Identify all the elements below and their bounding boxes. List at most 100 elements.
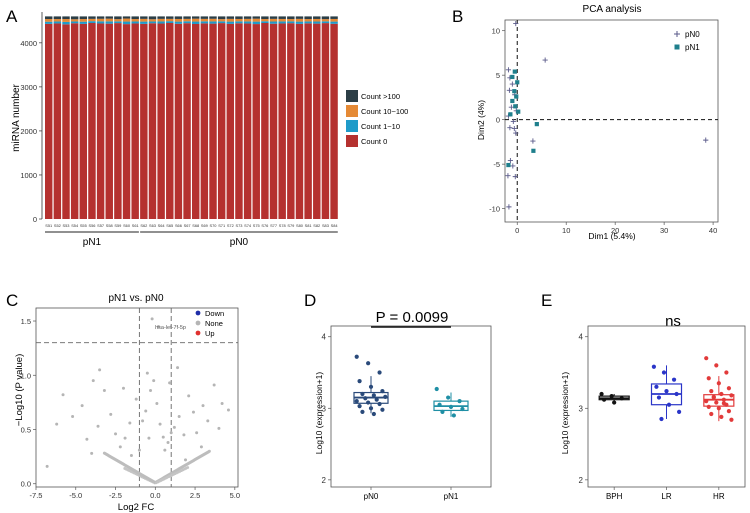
panel-a-bar-segment (79, 16, 88, 20)
panel-e-ytick-label: 4 (579, 333, 584, 342)
panel-c-point-none (166, 441, 170, 445)
panel-a-bar-segment (269, 16, 278, 19)
panel-d-data-point (383, 394, 388, 399)
panel-a-bar-segment (313, 16, 321, 19)
panel-a-ytick-label: 4000 (20, 39, 37, 48)
panel-e-data-point (714, 363, 719, 368)
panel-c-xtick-label: 2.5 (190, 491, 200, 500)
panel-c-point-none (156, 324, 160, 328)
panel-d-data-point (451, 413, 456, 418)
panel-a-bar-segment (174, 21, 183, 24)
panel-a-bar-segment (304, 21, 312, 24)
panel-a-bar-segment (183, 16, 191, 19)
panel-a-bar-segment (269, 21, 278, 24)
panel-a-bar-segment (243, 23, 252, 219)
panel-b-ytick-label: 5 (496, 71, 500, 80)
panel-c-point-none (226, 408, 230, 412)
panel-a-bar-segment (192, 18, 200, 22)
panel-a-bar-segment (252, 16, 260, 19)
panel-c-point-none (212, 383, 216, 387)
panel-e-data-point (714, 400, 719, 405)
panel-c-point-none (187, 394, 191, 398)
panel-a-bar-segment (148, 16, 157, 20)
panel-e-data-point (659, 416, 664, 422)
panel-a-bar-segment (217, 19, 226, 22)
panel-a-bar-segment (148, 23, 157, 219)
panel-e-data-point (704, 356, 709, 361)
panel-d-data-point (440, 409, 445, 414)
panel-d-data-point (363, 396, 368, 401)
panel-d-data-point (354, 354, 359, 359)
panel-c-point-none (220, 401, 224, 405)
panel-a-bar-segment (261, 19, 269, 22)
panel-a-xtick-label: S61 (132, 223, 139, 228)
panel-a-bar-segment (321, 23, 330, 219)
panel-a-legend-label: Count 1~10 (361, 122, 400, 131)
panel-a-xtick-label: S82 (313, 223, 320, 228)
panel-c-point-none (147, 436, 151, 440)
panel-a-bar-segment (243, 18, 252, 22)
panel-a-xtick-label: S59 (114, 223, 121, 228)
panel-e-data-point (721, 401, 726, 406)
panel-b-point-pn0 (509, 81, 515, 87)
panel-d-data-point (437, 402, 442, 407)
panel-a-bar-segment (235, 18, 243, 22)
panel-a-bar-segment (183, 21, 191, 24)
panel-a-bar-segment (235, 21, 243, 24)
panel-d-data-point (377, 401, 382, 407)
panel-a-legend-label: Count 0 (361, 137, 387, 146)
panel-a-bar-segment (192, 21, 200, 24)
panel-a-bar-segment (278, 23, 286, 219)
panel-b-legend-label: pN0 (685, 30, 700, 39)
panel-a-legend-swatch (346, 105, 358, 117)
panel-a-bar-segment (122, 21, 131, 25)
panel-c-xtick-label: -2.5 (109, 491, 122, 500)
panel-a-bar-segment (304, 23, 312, 220)
panel-a-bar-segment (88, 21, 96, 24)
panel-d-ytick-label: 4 (322, 333, 327, 342)
panel-a-bar-segment (131, 19, 139, 22)
panel-e-boxplot: Log10 (expression+1) ns 2 3 4 BPH LR HR (560, 313, 746, 501)
panel-a-group-label: pN1 (83, 237, 102, 248)
panel-a-bar-segment (287, 23, 295, 219)
panel-b-legend-marker (674, 44, 680, 50)
panel-a-xtick-label: S55 (80, 223, 87, 228)
panel-b-point-pn0 (530, 138, 536, 144)
panel-d-data-point (460, 406, 465, 412)
panel-c-ylabel: −Log10 (P value) (14, 354, 25, 426)
panel-a-bar-segment (252, 18, 260, 22)
panel-a-bar-segment (62, 21, 70, 25)
panel-e-data-point (671, 377, 677, 382)
panel-a-ytick-label: 0 (33, 215, 37, 224)
panel-a-bar-segment (295, 21, 304, 24)
panel-d-data-point (357, 404, 362, 409)
panel-e-data-point (729, 393, 734, 398)
panel-a-bar-segment (192, 16, 200, 19)
panel-a-bar-segment (105, 18, 113, 22)
panel-a-bar-segment (88, 23, 96, 220)
panel-e-ytick-label: 2 (579, 476, 584, 485)
panel-a-bar-segment (313, 21, 321, 24)
panel-c-point-none (155, 401, 159, 405)
panel-c-point-none (137, 448, 141, 452)
panel-a-bar-segment (70, 19, 79, 22)
panel-c-point-none (176, 366, 180, 370)
panel-c-point-none (71, 414, 75, 418)
panel-e-data-point (706, 376, 711, 381)
panel-a-xtick-label: S81 (305, 223, 312, 228)
panel-e-data-point (716, 406, 721, 411)
panel-b-point-pn1 (534, 122, 539, 127)
panel-a-bar-segment (243, 21, 252, 24)
panel-b-point-pn1 (508, 112, 513, 117)
panel-a-bar-segment (252, 24, 260, 220)
panel-a-bar-segment (79, 21, 88, 24)
panel-a-xtick-label: S75 (253, 223, 260, 228)
panel-a-ytick-label: 3000 (20, 83, 37, 92)
panel-b-point-pn0 (506, 87, 513, 93)
panel-a-bar-segment (209, 16, 217, 19)
panel-a-bar-segment (53, 23, 62, 219)
panel-a-bar-segment (45, 21, 53, 24)
panel-a-ytick-label: 1000 (20, 171, 37, 180)
panel-a-bar-segment (209, 18, 217, 22)
panel-c-point-none (150, 317, 154, 321)
